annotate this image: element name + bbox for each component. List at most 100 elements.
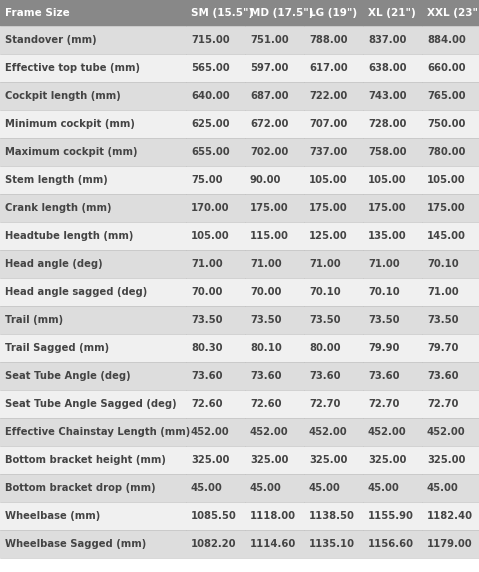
- Text: 1138.50: 1138.50: [309, 511, 355, 521]
- Bar: [0, 306, 186, 334]
- Text: Cockpit length (mm): Cockpit length (mm): [5, 91, 121, 101]
- Text: 73.50: 73.50: [309, 315, 341, 325]
- Bar: [186, 306, 245, 334]
- Text: 72.60: 72.60: [250, 399, 282, 409]
- Bar: [245, 82, 304, 110]
- Bar: [422, 0, 479, 26]
- Bar: [245, 138, 304, 166]
- Text: 175.00: 175.00: [427, 203, 466, 213]
- Bar: [245, 474, 304, 502]
- Bar: [186, 390, 245, 418]
- Text: 73.60: 73.60: [427, 371, 458, 381]
- Bar: [0, 474, 186, 502]
- Text: 565.00: 565.00: [191, 63, 229, 73]
- Text: Bottom bracket drop (mm): Bottom bracket drop (mm): [5, 483, 156, 493]
- Text: 105.00: 105.00: [309, 175, 348, 185]
- Bar: [0, 82, 186, 110]
- Bar: [363, 390, 422, 418]
- Bar: [245, 166, 304, 194]
- Bar: [186, 502, 245, 530]
- Bar: [363, 166, 422, 194]
- Text: XXL (23"): XXL (23"): [427, 8, 479, 18]
- Text: 72.70: 72.70: [368, 399, 399, 409]
- Text: 45.00: 45.00: [309, 483, 341, 493]
- Text: 715.00: 715.00: [191, 35, 229, 45]
- Bar: [363, 82, 422, 110]
- Bar: [422, 334, 479, 362]
- Bar: [186, 362, 245, 390]
- Bar: [304, 166, 363, 194]
- Text: 73.50: 73.50: [368, 315, 399, 325]
- Bar: [245, 0, 304, 26]
- Text: 80.10: 80.10: [250, 343, 282, 353]
- Bar: [245, 26, 304, 54]
- Bar: [186, 222, 245, 250]
- Text: Headtube length (mm): Headtube length (mm): [5, 231, 133, 241]
- Bar: [245, 306, 304, 334]
- Text: 70.00: 70.00: [250, 287, 281, 297]
- Text: 325.00: 325.00: [309, 455, 347, 465]
- Text: 837.00: 837.00: [368, 35, 406, 45]
- Bar: [186, 334, 245, 362]
- Bar: [186, 530, 245, 558]
- Bar: [245, 110, 304, 138]
- Bar: [245, 54, 304, 82]
- Text: 325.00: 325.00: [191, 455, 229, 465]
- Text: 45.00: 45.00: [250, 483, 282, 493]
- Text: 884.00: 884.00: [427, 35, 466, 45]
- Bar: [0, 194, 186, 222]
- Text: LG (19"): LG (19"): [309, 8, 357, 18]
- Text: 79.90: 79.90: [368, 343, 399, 353]
- Text: 45.00: 45.00: [368, 483, 400, 493]
- Text: 72.60: 72.60: [191, 399, 223, 409]
- Bar: [304, 334, 363, 362]
- Bar: [0, 362, 186, 390]
- Text: 617.00: 617.00: [309, 63, 348, 73]
- Bar: [422, 306, 479, 334]
- Bar: [0, 166, 186, 194]
- Bar: [186, 26, 245, 54]
- Bar: [304, 250, 363, 278]
- Text: 702.00: 702.00: [250, 147, 288, 157]
- Text: 672.00: 672.00: [250, 119, 288, 129]
- Bar: [245, 334, 304, 362]
- Bar: [304, 54, 363, 82]
- Bar: [304, 26, 363, 54]
- Bar: [0, 54, 186, 82]
- Bar: [422, 82, 479, 110]
- Text: 452.00: 452.00: [250, 427, 289, 437]
- Text: XL (21"): XL (21"): [368, 8, 416, 18]
- Bar: [422, 222, 479, 250]
- Text: 625.00: 625.00: [191, 119, 229, 129]
- Text: 452.00: 452.00: [427, 427, 466, 437]
- Text: Seat Tube Angle Sagged (deg): Seat Tube Angle Sagged (deg): [5, 399, 177, 409]
- Bar: [304, 530, 363, 558]
- Text: 75.00: 75.00: [191, 175, 223, 185]
- Bar: [0, 446, 186, 474]
- Bar: [422, 26, 479, 54]
- Text: 80.30: 80.30: [191, 343, 223, 353]
- Text: 597.00: 597.00: [250, 63, 288, 73]
- Text: 79.70: 79.70: [427, 343, 458, 353]
- Bar: [363, 222, 422, 250]
- Bar: [0, 278, 186, 306]
- Text: 90.00: 90.00: [250, 175, 281, 185]
- Bar: [304, 502, 363, 530]
- Text: 325.00: 325.00: [368, 455, 406, 465]
- Text: Wheelbase (mm): Wheelbase (mm): [5, 511, 100, 521]
- Text: 743.00: 743.00: [368, 91, 407, 101]
- Bar: [245, 278, 304, 306]
- Bar: [363, 502, 422, 530]
- Bar: [363, 306, 422, 334]
- Text: 80.00: 80.00: [309, 343, 341, 353]
- Bar: [304, 194, 363, 222]
- Text: 45.00: 45.00: [427, 483, 459, 493]
- Bar: [363, 418, 422, 446]
- Bar: [422, 138, 479, 166]
- Bar: [245, 390, 304, 418]
- Text: 70.00: 70.00: [191, 287, 222, 297]
- Text: Wheelbase Sagged (mm): Wheelbase Sagged (mm): [5, 539, 146, 549]
- Bar: [0, 250, 186, 278]
- Text: 71.00: 71.00: [309, 259, 341, 269]
- Bar: [363, 474, 422, 502]
